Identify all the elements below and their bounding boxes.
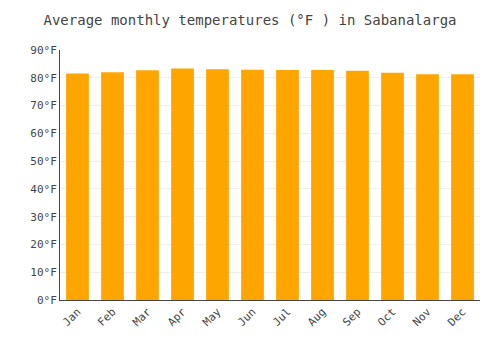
svg-text:Jul: Jul: [270, 306, 293, 329]
svg-text:Sep: Sep: [340, 306, 363, 329]
svg-text:10°F: 10°F: [30, 266, 57, 279]
svg-text:30°F: 30°F: [30, 211, 57, 224]
svg-text:Mar: Mar: [130, 305, 154, 329]
svg-text:60°F: 60°F: [30, 127, 57, 140]
svg-text:Oct: Oct: [375, 306, 398, 329]
svg-text:Jan: Jan: [60, 306, 83, 329]
svg-text:Average monthly temperatures (: Average monthly temperatures (°F ) in Sa…: [43, 12, 456, 28]
svg-text:50°F: 50°F: [30, 155, 57, 168]
svg-text:90°F: 90°F: [30, 44, 57, 57]
svg-text:70°F: 70°F: [30, 99, 57, 112]
svg-text:Dec: Dec: [445, 306, 468, 329]
svg-text:Apr: Apr: [165, 305, 189, 329]
svg-text:May: May: [200, 305, 224, 329]
svg-text:20°F: 20°F: [30, 238, 57, 251]
svg-text:80°F: 80°F: [30, 72, 57, 85]
svg-text:Nov: Nov: [410, 305, 434, 329]
svg-text:40°F: 40°F: [30, 183, 57, 196]
svg-text:Feb: Feb: [95, 306, 118, 329]
svg-text:Aug: Aug: [305, 306, 328, 329]
svg-text:Jun: Jun: [235, 306, 258, 329]
svg-text:0°F: 0°F: [37, 294, 57, 307]
